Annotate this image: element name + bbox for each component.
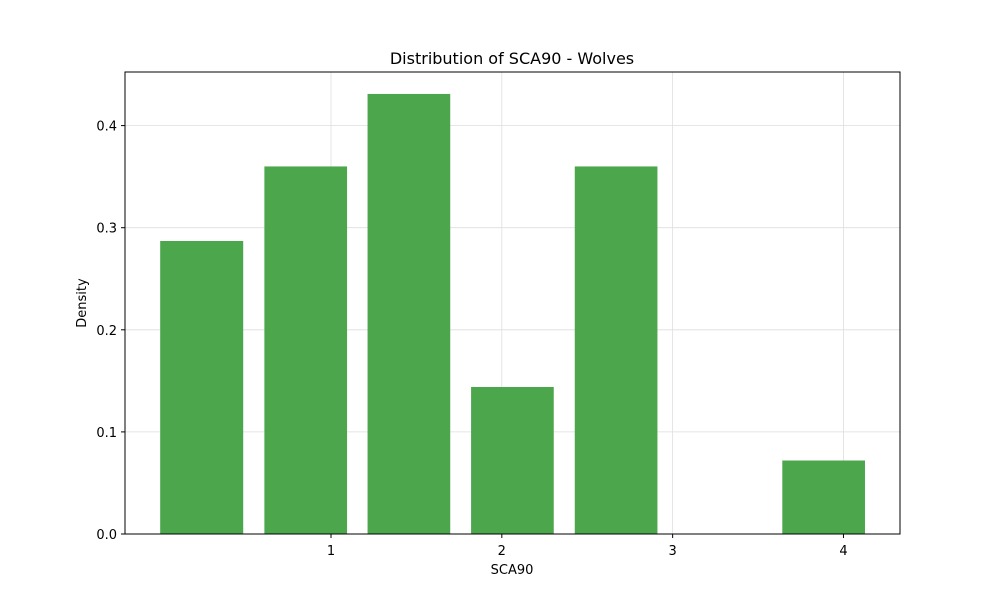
axis-layer: 1 2 3 4 0.0 0.1 0.2 0.3 0.4	[96, 120, 847, 559]
x-axis-label: SCA90	[491, 563, 534, 578]
bar	[574, 166, 658, 534]
x-tick-label: 2	[498, 544, 506, 559]
y-tick-label: 0.4	[96, 120, 117, 135]
bar	[264, 166, 348, 534]
x-tick-label: 4	[839, 544, 847, 559]
plot-frame	[124, 71, 901, 535]
bar	[367, 93, 451, 534]
bar	[471, 386, 554, 534]
bar-layer	[160, 93, 865, 534]
x-tick-label: 3	[669, 544, 677, 559]
y-tick-label: 0.0	[96, 528, 117, 543]
y-tick-label: 0.2	[96, 324, 117, 339]
chart-title: Distribution of SCA90 - Wolves	[390, 49, 634, 68]
bar	[160, 240, 244, 534]
bar	[782, 460, 865, 534]
x-tick-label: 1	[327, 544, 335, 559]
y-axis-label: Density	[75, 278, 90, 328]
y-tick-label: 0.3	[96, 222, 117, 237]
y-tick-label: 0.1	[96, 426, 117, 441]
